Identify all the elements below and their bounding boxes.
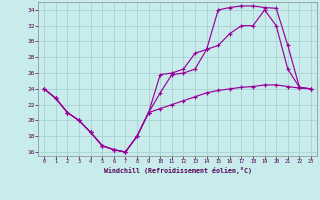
- X-axis label: Windchill (Refroidissement éolien,°C): Windchill (Refroidissement éolien,°C): [104, 167, 252, 174]
